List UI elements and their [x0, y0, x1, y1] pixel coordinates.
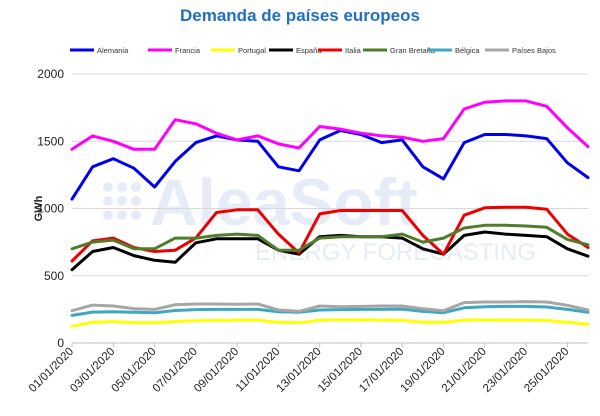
- legend-label-2: Portugal: [238, 46, 266, 55]
- series-lines: [70, 99, 590, 328]
- x-tick-label-12: 25/01/2020: [522, 346, 571, 395]
- y-tick-label-4: 2000: [37, 67, 64, 81]
- x-tick-label-4: 09/01/2020: [192, 346, 241, 395]
- legend-label-4: Italia: [345, 46, 362, 55]
- legend: Alemania Francia Portugal España Italia Gran …: [70, 46, 556, 55]
- series-line-7: [70, 300, 590, 313]
- series-line-5: [70, 223, 590, 252]
- axes: [71, 342, 588, 347]
- y-tick-label-2: 1000: [37, 202, 64, 216]
- series-line-0: [70, 129, 590, 201]
- series-line-6: [70, 304, 590, 317]
- x-tick-labels: 01/01/202003/01/202005/01/202007/01/2020…: [27, 346, 572, 395]
- chart-title: Demanda de países europeos: [180, 6, 420, 25]
- legend-label-7: Países Bajos: [512, 46, 556, 55]
- y-tick-labels: 0 500 1000 1500 2000: [37, 67, 64, 350]
- y-tick-label-0: 0: [57, 336, 64, 350]
- series-line-4: [70, 205, 590, 263]
- legend-label-6: Bélgica: [455, 46, 480, 55]
- series-line-1: [70, 99, 590, 151]
- y-tick-label-1: 500: [44, 269, 64, 283]
- y-axis-title: GWh: [33, 195, 45, 221]
- series-line-2: [70, 318, 590, 328]
- legend-label-3: España: [296, 46, 322, 55]
- legend-label-5: Gran Bretaña: [390, 46, 436, 55]
- legend-label-0: Alemania: [97, 46, 129, 55]
- legend-label-1: Francia: [175, 46, 201, 55]
- y-tick-label-3: 1500: [37, 134, 64, 148]
- watermark-brand: AleaSoft: [150, 165, 418, 239]
